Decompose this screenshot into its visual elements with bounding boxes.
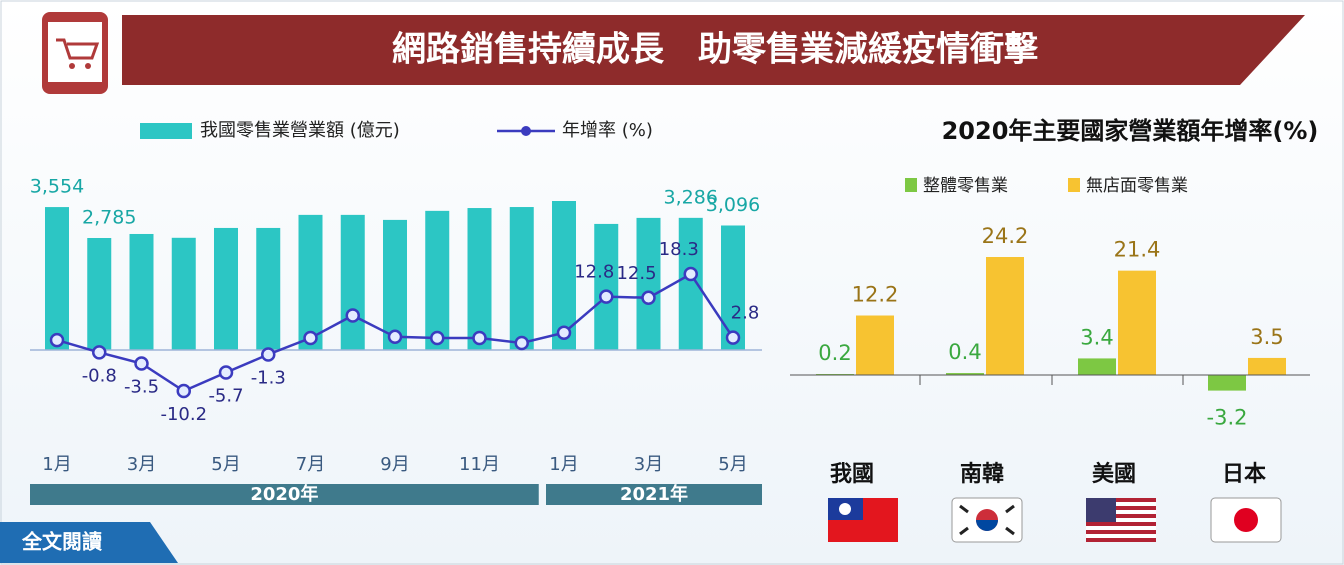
growth-point	[176, 383, 191, 399]
bar	[636, 217, 661, 350]
bar	[594, 223, 619, 350]
bar-value-label: 3,554	[30, 176, 84, 198]
flag-korea	[951, 497, 1023, 543]
bar-value-label: 12.2	[852, 283, 899, 307]
growth-value-label: -0.8	[82, 365, 117, 386]
growth-point	[303, 330, 318, 346]
x-tick-label: 3月	[127, 454, 156, 475]
year-band	[30, 484, 539, 505]
growth-point	[683, 266, 698, 282]
flag-taiwan	[828, 498, 898, 542]
x-tick-label: 1月	[549, 454, 578, 475]
bar	[856, 315, 894, 375]
bar	[214, 227, 238, 350]
growth-value-label: -10.2	[160, 404, 207, 425]
category-label: 我國	[830, 462, 874, 487]
title-banner	[122, 15, 1305, 85]
growth-point	[134, 356, 149, 371]
growth-value-label: 12.5	[616, 263, 656, 284]
growth-point	[641, 290, 656, 306]
flag-japan	[1210, 497, 1282, 543]
growth-point	[556, 325, 572, 340]
bar	[383, 219, 407, 350]
growth-value-label: 2.8	[731, 303, 760, 324]
category-label: 南韓	[960, 461, 1004, 487]
growth-value-label: -3.5	[124, 376, 159, 397]
cart-icon	[42, 12, 108, 94]
growth-value-label: -1.3	[251, 367, 286, 388]
legend-dot	[521, 126, 531, 136]
legend-label: 我國零售業營業額 (億元)	[200, 120, 400, 141]
bar	[1118, 270, 1156, 375]
bar-value-label: 3.5	[1250, 325, 1283, 349]
growth-point	[345, 308, 360, 323]
bar	[678, 217, 703, 350]
bar	[256, 227, 281, 350]
legend-swatch	[1068, 178, 1080, 192]
legend-swatch	[140, 123, 192, 139]
bar	[1208, 375, 1246, 391]
bar-value-label: 21.4	[1114, 238, 1161, 262]
year-band	[546, 484, 762, 505]
year-label: 2021年	[620, 483, 688, 505]
growth-point	[514, 335, 529, 351]
growth-point	[599, 289, 614, 304]
bar	[721, 225, 745, 350]
bar-value-label: 24.2	[982, 224, 1029, 248]
bar	[298, 214, 323, 350]
year-label: 2020年	[250, 483, 318, 505]
flag-usa	[1086, 498, 1156, 542]
x-tick-label: 11月	[459, 454, 500, 475]
legend-label: 整體零售業	[923, 176, 1008, 196]
growth-point	[387, 329, 403, 345]
button-label[interactable]: 全文閱讀	[21, 530, 102, 554]
growth-value-label: 12.8	[574, 262, 614, 283]
bar-value-label: 2,785	[82, 206, 136, 228]
growth-value-label: -5.7	[208, 386, 243, 407]
bar	[467, 208, 492, 350]
bar-value-label: 3.4	[1080, 325, 1113, 349]
bar	[87, 237, 112, 350]
bar	[340, 214, 365, 350]
legend-label: 年增率 (%)	[562, 120, 653, 141]
bar	[425, 210, 450, 350]
x-tick-label: 7月	[296, 454, 325, 475]
bar-value-label: -3.2	[1207, 406, 1248, 430]
bar	[45, 207, 69, 350]
legend-label: 無店面零售業	[1086, 176, 1188, 196]
growth-point	[261, 347, 276, 362]
growth-point	[725, 330, 741, 345]
x-tick-label: 3月	[634, 454, 663, 475]
x-tick-label: 5月	[718, 454, 747, 475]
growth-value-label: 18.3	[659, 239, 699, 260]
bar	[129, 233, 154, 350]
bar	[1248, 357, 1286, 375]
growth-point	[218, 365, 234, 380]
growth-point	[430, 330, 445, 346]
category-label: 日本	[1222, 462, 1266, 487]
read-more-button[interactable]: 全文閱讀	[0, 522, 178, 563]
bar	[509, 207, 534, 350]
page-title: 網路銷售持續成長 助零售業減緩疫情衝擊	[392, 30, 1039, 70]
bar-value-label: 0.2	[818, 341, 851, 365]
legend-swatch	[905, 178, 917, 192]
bar	[171, 237, 196, 350]
bar-value-label: 3,286	[664, 186, 718, 208]
x-tick-label: 9月	[380, 454, 409, 475]
right-chart-title: 2020年主要國家營業額年增率(%)	[942, 117, 1319, 145]
x-tick-label: 5月	[211, 454, 240, 475]
growth-point	[472, 330, 487, 346]
growth-point	[49, 332, 65, 348]
x-tick-label: 1月	[42, 454, 71, 475]
bar	[1078, 358, 1116, 375]
bar	[986, 257, 1024, 375]
bar-value-label: 3,096	[706, 194, 760, 216]
growth-point	[92, 345, 107, 360]
bar	[946, 373, 984, 375]
bar-value-label: 0.4	[948, 340, 981, 364]
category-label: 美國	[1092, 461, 1136, 487]
